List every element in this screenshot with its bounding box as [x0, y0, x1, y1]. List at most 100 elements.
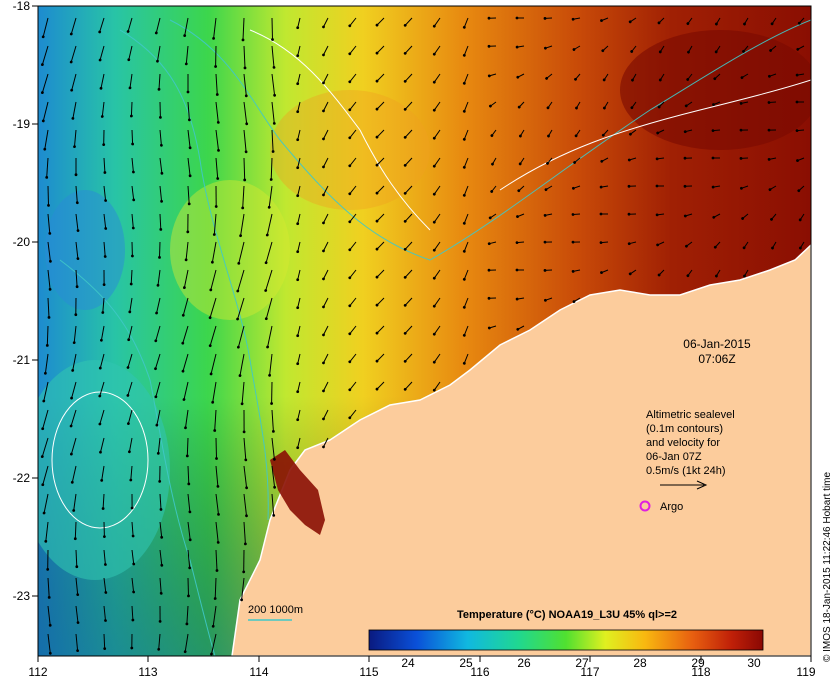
velocity-arrow	[159, 185, 164, 203]
velocity-arrow	[740, 185, 749, 190]
time-label: 07:06Z	[698, 352, 735, 366]
velocity-arrow	[41, 409, 49, 431]
velocity-arrow	[183, 633, 189, 654]
velocity-arrow	[187, 129, 192, 150]
velocity-arrow	[571, 269, 581, 273]
velocity-arrow	[42, 493, 49, 515]
velocity-arrow	[795, 129, 805, 133]
velocity-arrow	[322, 297, 329, 309]
velocity-arrow	[131, 185, 136, 202]
velocity-arrow	[322, 353, 329, 365]
velocity-arrow	[462, 45, 469, 57]
velocity-arrow	[184, 409, 189, 430]
velocity-arrow	[296, 17, 301, 30]
velocity-arrow	[187, 101, 191, 122]
velocity-arrow	[711, 129, 721, 133]
velocity-arrow	[322, 101, 329, 113]
velocity-arrow	[41, 17, 49, 39]
velocity-arrow	[432, 17, 441, 28]
lat-tick: -19	[13, 117, 31, 131]
velocity-arrow	[322, 409, 329, 421]
velocity-arrow	[187, 493, 192, 514]
velocity-arrow	[517, 101, 525, 109]
velocity-arrow	[516, 73, 525, 79]
velocity-arrow	[187, 465, 191, 486]
velocity-arrow	[403, 325, 413, 335]
velocity-arrow	[348, 73, 357, 84]
velocity-arrow	[403, 101, 413, 111]
velocity-arrow	[403, 73, 413, 83]
velocity-arrow	[215, 101, 220, 124]
legend-line: and velocity for	[646, 437, 720, 449]
lon-tick: 118	[691, 665, 710, 679]
velocity-arrow	[47, 605, 52, 627]
velocity-arrow	[544, 185, 553, 192]
lon-tick: 112	[28, 665, 47, 679]
velocity-arrow	[403, 185, 413, 195]
velocity-arrow	[40, 437, 49, 459]
velocity-arrow	[212, 17, 217, 40]
velocity-arrow	[69, 409, 77, 428]
velocity-arrow	[462, 157, 469, 169]
velocity-arrow	[462, 325, 469, 337]
velocity-arrow	[239, 213, 245, 238]
argo-marker-icon	[639, 500, 651, 512]
velocity-arrow	[47, 269, 52, 291]
map-plot	[38, 6, 811, 656]
velocity-arrow	[712, 213, 721, 219]
velocity-arrow	[72, 493, 77, 512]
bathymetry-contours	[59, 19, 811, 656]
velocity-arrow	[462, 213, 469, 225]
velocity-arrow	[127, 325, 133, 342]
velocity-arrow	[516, 325, 525, 331]
lat-tick: -23	[13, 589, 31, 603]
velocity-arrow	[208, 325, 217, 348]
velocity-arrow	[375, 381, 385, 391]
legend-line: 0.5m/s (1kt 24h)	[646, 465, 725, 477]
lon-tick: 117	[580, 665, 599, 679]
velocity-arrow	[348, 129, 357, 140]
velocity-arrow	[243, 101, 249, 126]
velocity-arrow	[403, 213, 413, 223]
velocity-arrow	[769, 45, 777, 52]
velocity-arrow	[322, 129, 329, 141]
velocity-arrow	[600, 17, 609, 23]
velocity-arrow	[181, 297, 189, 317]
velocity-arrow	[267, 185, 273, 209]
velocity-arrow	[296, 45, 301, 58]
velocity-arrow	[131, 213, 135, 230]
velocity-arrow	[103, 605, 107, 622]
velocity-arrow	[212, 213, 217, 236]
velocity-arrow	[575, 101, 581, 110]
velocity-arrow	[296, 213, 301, 226]
longitude-axis: 112 113 114 115 116 117 118 119	[28, 656, 816, 679]
velocity-arrow	[432, 101, 441, 112]
colorbar-tick: 27	[575, 656, 589, 670]
velocity-arrow	[41, 101, 49, 123]
velocity-arrow	[322, 17, 329, 29]
velocity-arrow	[686, 17, 693, 26]
velocity-arrow	[572, 297, 581, 304]
velocity-arrow	[103, 157, 107, 174]
velocity-arrow	[181, 325, 189, 345]
velocity-arrow	[770, 213, 777, 221]
velocity-arrow	[600, 157, 609, 163]
velocity-arrow	[296, 185, 301, 198]
velocity-arrow	[685, 241, 693, 248]
velocity-arrow	[296, 437, 301, 450]
velocity-arrow	[211, 605, 217, 628]
velocity-arrow	[713, 73, 721, 81]
velocity-arrow	[797, 185, 805, 193]
velocity-arrow	[432, 213, 441, 224]
colorbar-tick: 30	[747, 656, 761, 670]
velocity-arrow	[75, 577, 80, 596]
velocity-arrow	[743, 269, 749, 278]
velocity-arrow	[796, 45, 805, 51]
velocity-arrow	[215, 437, 218, 460]
colorbar: Temperature (°C) NOAA19_L3U 45% ql>=2 24…	[368, 609, 764, 670]
velocity-arrow	[375, 101, 385, 111]
velocity-arrow	[159, 157, 164, 175]
velocity-arrow	[211, 381, 217, 404]
velocity-arrow	[187, 185, 191, 206]
velocity-arrow	[599, 185, 609, 189]
